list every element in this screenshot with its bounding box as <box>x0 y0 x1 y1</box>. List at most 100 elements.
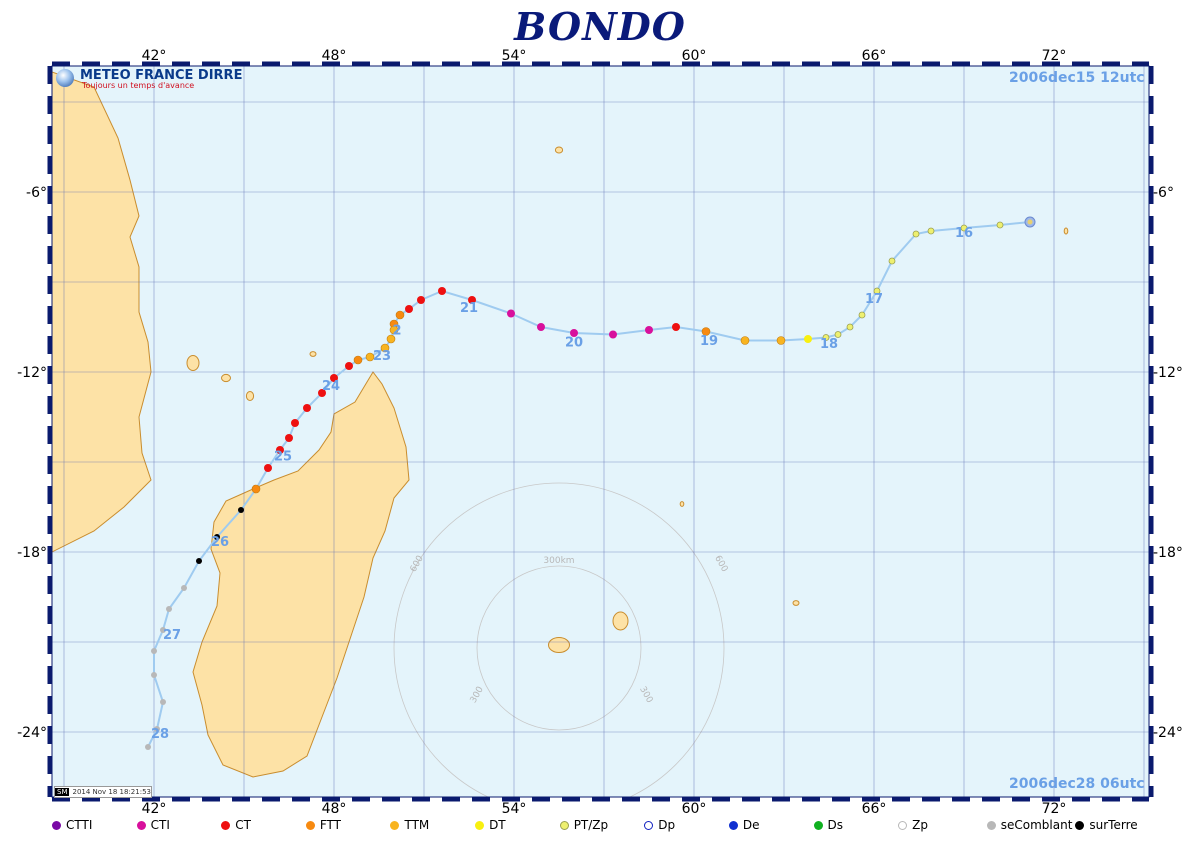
range-ring-600km <box>393 482 725 797</box>
legend-item: surTerre <box>1075 818 1138 832</box>
track-point-secomblant <box>145 744 151 750</box>
track-point-secomblant <box>160 699 166 705</box>
map-title: BONDO <box>514 4 686 49</box>
track-point-secomblant <box>181 585 187 591</box>
track-point-pt-zp <box>960 224 968 232</box>
track-point-pt-zp <box>858 311 866 319</box>
legend-item: seComblant <box>986 818 1072 832</box>
track-point-secomblant <box>151 648 157 654</box>
legend-label: TTM <box>404 818 430 832</box>
generation-stamp: SM 2014 Nov 18 18:21:53 <box>54 786 152 798</box>
legend-marker-icon <box>390 820 400 830</box>
track-point-surterre <box>214 534 220 540</box>
track-point-surterre <box>238 507 244 513</box>
globe-icon <box>56 69 74 87</box>
lon-tick-top: 42° <box>142 48 167 64</box>
lon-tick-top: 54° <box>502 48 527 64</box>
lat-tick-left: -6° <box>26 185 47 201</box>
legend-item: CT <box>221 818 251 832</box>
legend-marker-icon <box>898 820 908 830</box>
island <box>1063 227 1069 235</box>
track-point-ct <box>264 464 272 472</box>
legend-item: FTT <box>305 818 341 832</box>
lat-tick-right: -18° <box>1153 545 1183 561</box>
legend-label: DT <box>489 818 506 832</box>
logo-main-text: METEO FRANCE DIRRE <box>80 68 243 83</box>
day-label: 24 <box>322 379 340 394</box>
day-label: 23 <box>373 349 391 364</box>
track-point-ct <box>405 305 413 313</box>
track-point-ct <box>345 362 353 370</box>
lat-tick-left: -24° <box>17 725 47 741</box>
legend-item: Dp <box>644 818 675 832</box>
legend-label: De <box>742 818 760 832</box>
lon-tick-bottom: 60° <box>682 801 707 817</box>
category-legend: CTTI CTI CT FTT TTM DT PT/Zp Dp De Ds Zp seComblant… <box>52 818 1152 836</box>
track-point-ftt <box>353 355 363 365</box>
legend-label: FTT <box>319 818 341 832</box>
legend-item: De <box>728 818 760 832</box>
lon-tick-top: 48° <box>322 48 347 64</box>
legend-marker-icon <box>986 820 996 830</box>
track-point-ttm <box>389 325 399 335</box>
day-label: 26 <box>211 535 229 550</box>
madagascar <box>192 371 410 778</box>
island <box>245 391 255 401</box>
track-point-ct <box>468 296 476 304</box>
day-label: 28 <box>151 727 169 742</box>
legend-label: CT <box>235 818 251 832</box>
legend-marker-icon <box>728 820 738 830</box>
track-point-pt-zp <box>996 221 1004 229</box>
meteo-france-logo: METEO FRANCE DIRRE Toujours un temps d'a… <box>56 68 242 90</box>
range-label: 300km <box>543 556 574 566</box>
legend-label: surTerre <box>1089 818 1138 832</box>
lon-tick-bottom: 54° <box>502 801 527 817</box>
logo-tagline: Toujours un temps d'avance <box>82 81 195 90</box>
track-point-cti <box>645 326 653 334</box>
island <box>792 600 800 606</box>
track-point-ct <box>303 404 311 412</box>
legend-marker-icon <box>136 820 146 830</box>
legend-item: DT <box>475 818 506 832</box>
stamp-text: 2014 Nov 18 18:21:53 <box>72 788 151 796</box>
legend-label: CTTI <box>66 818 93 832</box>
island <box>221 373 231 383</box>
track-point-pt-zp <box>834 331 842 338</box>
day-label: 20 <box>565 336 583 351</box>
day-label: 18 <box>820 337 838 352</box>
track-point-pt-zp <box>888 257 896 265</box>
legend-marker-icon <box>559 820 569 830</box>
track-point-secomblant <box>160 627 166 633</box>
track-point-ttm <box>386 334 396 344</box>
end-date-label: 2006dec28 06utc <box>1009 776 1145 792</box>
legend-item: PT/Zp <box>559 818 608 832</box>
legend-label: Dp <box>658 818 676 832</box>
track-point-ttm <box>380 343 390 353</box>
track-point-ct <box>285 434 293 442</box>
island <box>679 501 685 507</box>
track-point-secomblant <box>166 606 172 612</box>
track-point-cti <box>537 323 545 331</box>
track-point-ftt <box>395 310 405 320</box>
track-point-pt-zp <box>822 334 830 341</box>
island <box>548 637 570 653</box>
track-point-ct <box>291 419 299 427</box>
legend-item: Zp <box>898 818 928 832</box>
track-point-ct <box>330 374 338 382</box>
track-point-surterre <box>196 558 202 564</box>
lon-tick-top: 60° <box>682 48 707 64</box>
legend-marker-icon <box>1075 820 1085 830</box>
lon-tick-bottom: 42° <box>142 801 167 817</box>
track-point-ct <box>276 446 284 454</box>
legend-marker-icon <box>644 820 654 830</box>
island <box>612 611 629 631</box>
track-point-ct <box>438 287 446 295</box>
day-label: 16 <box>955 226 973 241</box>
track-point-secomblant <box>151 672 157 678</box>
legend-item: CTTI <box>52 818 92 832</box>
legend-marker-icon <box>221 820 231 830</box>
legend-item: Ds <box>813 818 843 832</box>
range-ring-300km <box>476 565 642 731</box>
island <box>186 355 200 371</box>
